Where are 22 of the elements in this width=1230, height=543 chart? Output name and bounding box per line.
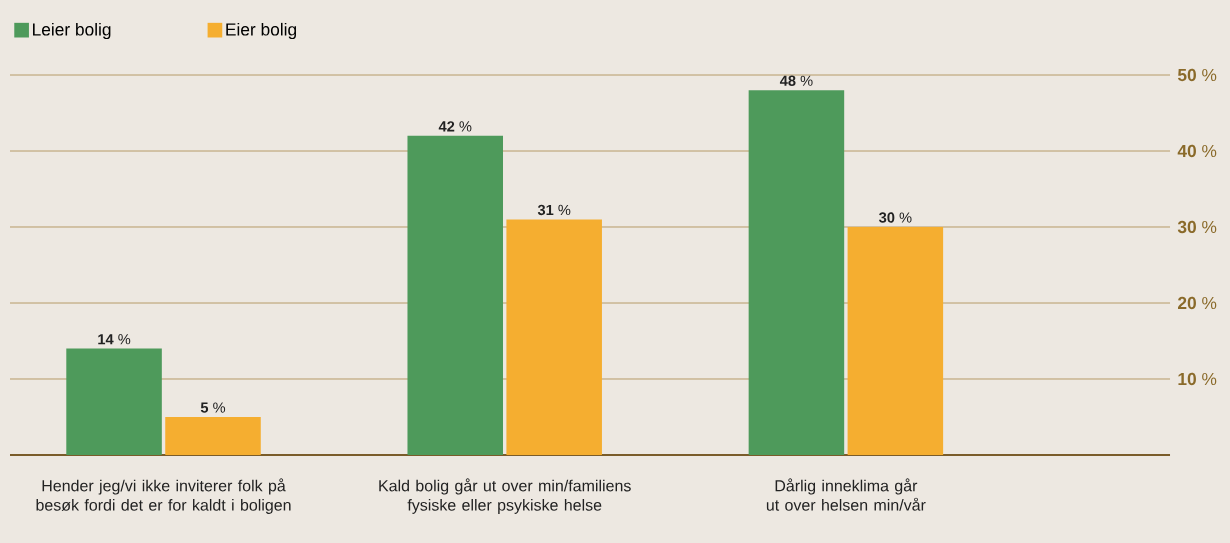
data-label: 30 %	[878, 212, 912, 223]
x-tick-label: Dårlig inneklima går ut over helsen min/vår	[766, 478, 926, 511]
y-tick-label: 40 %	[1177, 144, 1217, 158]
bar	[748, 90, 845, 455]
y-tick-label: 50 %	[1177, 68, 1217, 82]
bar	[847, 227, 944, 455]
bar	[407, 135, 504, 455]
legend-label: Leier bolig	[33, 22, 111, 40]
y-tick-label: 20 %	[1178, 296, 1217, 310]
bar	[66, 348, 162, 455]
x-tick-label: Kald bolig går ut over min/familiens fysiske eller psykiske helse	[379, 478, 631, 514]
bar	[506, 219, 602, 455]
data-label: 31 %	[537, 204, 571, 216]
data-label: 48 %	[779, 75, 813, 86]
legend-label: Eier bolig	[226, 22, 297, 40]
y-tick-label: 10 %	[1178, 372, 1217, 386]
data-label: 14 %	[98, 334, 131, 345]
data-label: 5 %	[200, 402, 226, 413]
data-label: 42 %	[438, 121, 472, 132]
bar	[165, 417, 261, 455]
x-tick-label: Hender jeg/vi ikke inviterer folk på besøk fordi det er for kaldt i boligen	[36, 478, 291, 514]
y-tick-label: 30 %	[1177, 220, 1217, 234]
